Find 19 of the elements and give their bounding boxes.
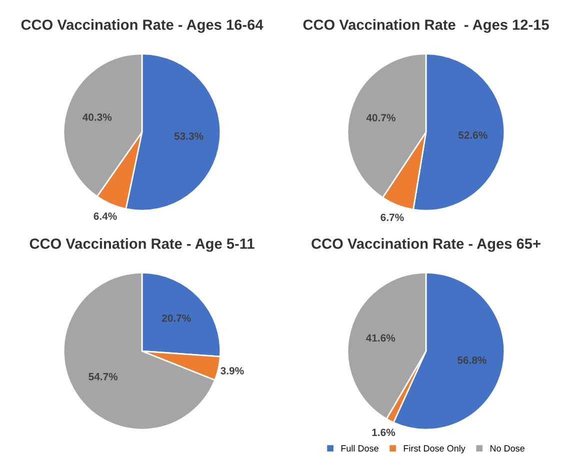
- chart-title: CCO Vaccination Rate - Age 5-11: [30, 238, 254, 252]
- chart-title: CCO Vaccination Rate - Ages 12-15: [303, 19, 549, 33]
- legend-label: Full Dose: [341, 444, 378, 452]
- data-label: 6.4%: [94, 212, 117, 220]
- legend-label: No Dose: [490, 445, 524, 452]
- data-label: 20.7%: [162, 314, 191, 322]
- chart-title: CCO Vaccination Rate - Ages 65+: [312, 238, 540, 252]
- data-label: 56.8%: [458, 356, 486, 364]
- data-label: 3.9%: [220, 367, 244, 374]
- data-label: 52.6%: [458, 131, 488, 139]
- chart-title: CCO Vaccination Rate - Ages 16-64: [21, 19, 264, 33]
- data-label: 40.7%: [366, 114, 396, 122]
- data-label: 40.3%: [82, 113, 112, 121]
- data-label: 1.6%: [372, 428, 396, 436]
- data-label: 54.7%: [88, 372, 118, 380]
- data-label: 53.3%: [174, 132, 204, 140]
- data-label: 41.6%: [366, 334, 396, 342]
- legend-label: First Dose Only: [404, 444, 466, 454]
- data-label: 6.7%: [380, 214, 404, 222]
